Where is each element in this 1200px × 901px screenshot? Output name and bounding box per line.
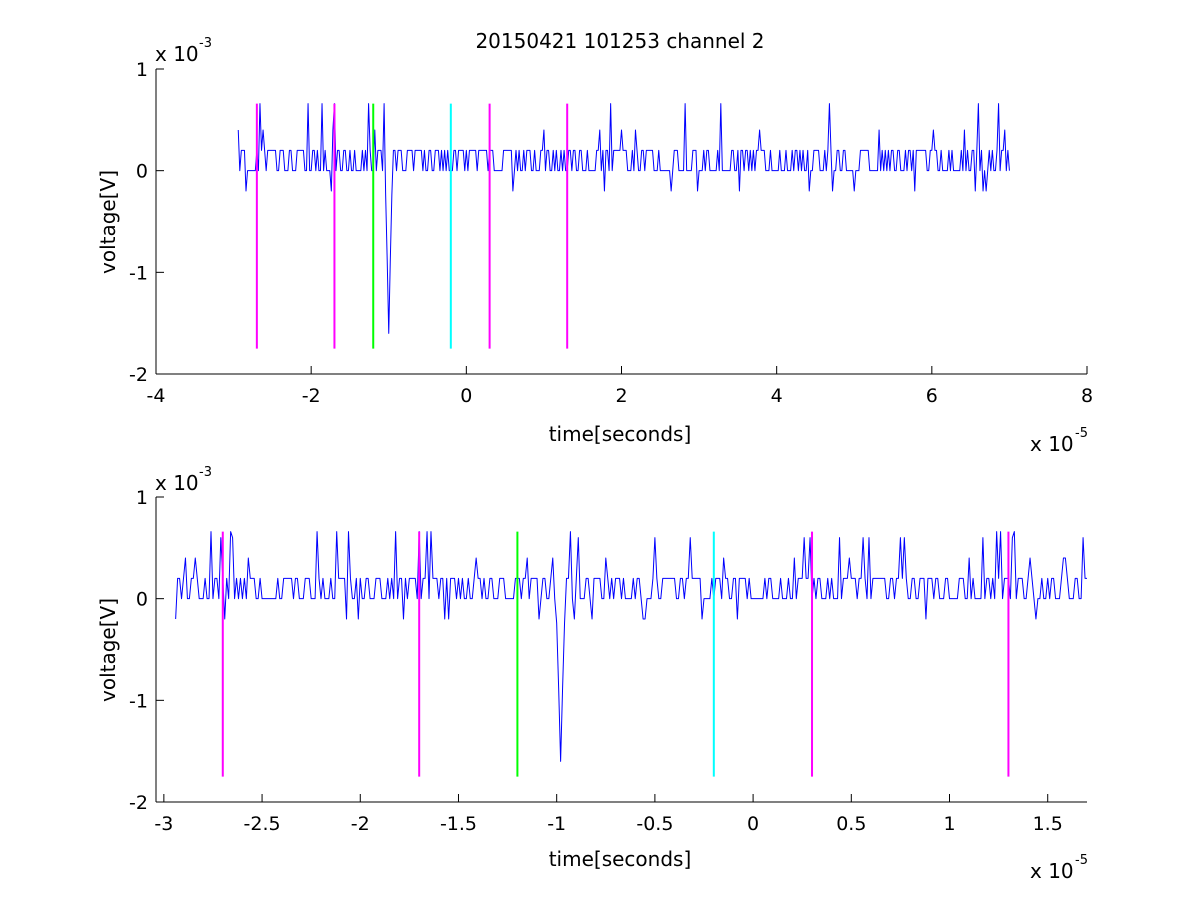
- top-plot-y-multiplier: x 10: [155, 42, 199, 66]
- top-plot-x-multiplier: x 10: [1030, 432, 1074, 456]
- top-plot-y-tick-label: 1: [136, 59, 148, 81]
- bottom-plot-ylabel: voltage[V]: [96, 598, 120, 702]
- top-plot-ticks: -4 -2 0 2 4 6 8-2-101: [129, 59, 1093, 407]
- bottom-plot-marker-layer: [221, 531, 1010, 777]
- bottom-plot-x-tick-label: 0: [747, 813, 759, 835]
- bottom-plot-x-multiplier: x 10: [1030, 859, 1074, 883]
- top-plot-x-tick-label: 2: [615, 385, 627, 407]
- bottom-plot-x-tick-label: -2: [351, 813, 370, 835]
- top-plot-y-tick-label: -2: [129, 364, 148, 386]
- top-plot-x-multiplier-exponent: -5: [1075, 426, 1088, 441]
- top-plot-series-layer: [237, 103, 1010, 334]
- bottom-plot-y-tick-label: -2: [129, 792, 148, 814]
- bottom-plot-x-tick-label: 1: [943, 813, 955, 835]
- bottom-plot-axes: [155, 497, 1087, 803]
- bottom-plot-x-tick-label: -1.5: [440, 813, 477, 835]
- top-plot-y-multiplier-exponent: -3: [199, 36, 212, 51]
- top-plot-x-tick-label: 0: [460, 385, 472, 407]
- bottom-plot-signal-line: [175, 531, 1087, 762]
- bottom-plot-x-tick-label: 0.5: [836, 813, 866, 835]
- bottom-plot-x-tick-label: -3: [154, 813, 173, 835]
- bottom-plot-y-multiplier: x 10: [155, 471, 199, 495]
- bottom-plot-y-tick-label: 1: [136, 487, 148, 509]
- top-plot-y-tick-label: 0: [136, 161, 148, 183]
- top-plot-x-tick-label: -2: [302, 385, 321, 407]
- bottom-plot-x-tick-label: -1: [547, 813, 566, 835]
- figure-title: 20150421 101253 channel 2: [475, 29, 764, 53]
- top-plot-x-tick-label: -4: [147, 385, 166, 407]
- bottom-plot-ticks: -3 -2.5 -2 -1.5 -1 -0.5 0 0.5 1 1.5 -2 -1 0 1: [129, 487, 1063, 835]
- bottom-plot-y-tick-label: -1: [129, 690, 148, 712]
- bottom-plot-x-tick-label: 1.5: [1033, 813, 1063, 835]
- top-plot-marker-layer: [255, 103, 569, 349]
- top-plot: -4 -2 0 2 4 6 8-2-101 time[seconds] voltage[V]…: [96, 36, 1093, 456]
- bottom-plot-y-tick-label: 0: [136, 589, 148, 611]
- bottom-plot-x-tick-label: -2.5: [244, 813, 281, 835]
- bottom-plot-y-multiplier-exponent: -3: [199, 465, 212, 480]
- top-plot-x-tick-label: 8: [1081, 385, 1093, 407]
- top-plot-x-tick-label: 6: [926, 385, 938, 407]
- top-plot-ylabel: voltage[V]: [96, 170, 120, 274]
- top-plot-y-tick-label: -1: [129, 262, 148, 284]
- bottom-plot: -3 -2.5 -2 -1.5 -1 -0.5 0 0.5 1 1.5 -2 -1 0 1 time[se…: [96, 465, 1088, 883]
- bottom-plot-x-multiplier-exponent: -5: [1075, 853, 1088, 868]
- top-plot-xlabel: time[seconds]: [549, 422, 692, 446]
- bottom-plot-xlabel: time[seconds]: [549, 847, 692, 871]
- bottom-plot-series-layer: [175, 531, 1087, 762]
- top-plot-x-tick-label: 4: [771, 385, 783, 407]
- top-plot-signal-line: [237, 103, 1010, 334]
- bottom-plot-x-tick-label: -0.5: [636, 813, 673, 835]
